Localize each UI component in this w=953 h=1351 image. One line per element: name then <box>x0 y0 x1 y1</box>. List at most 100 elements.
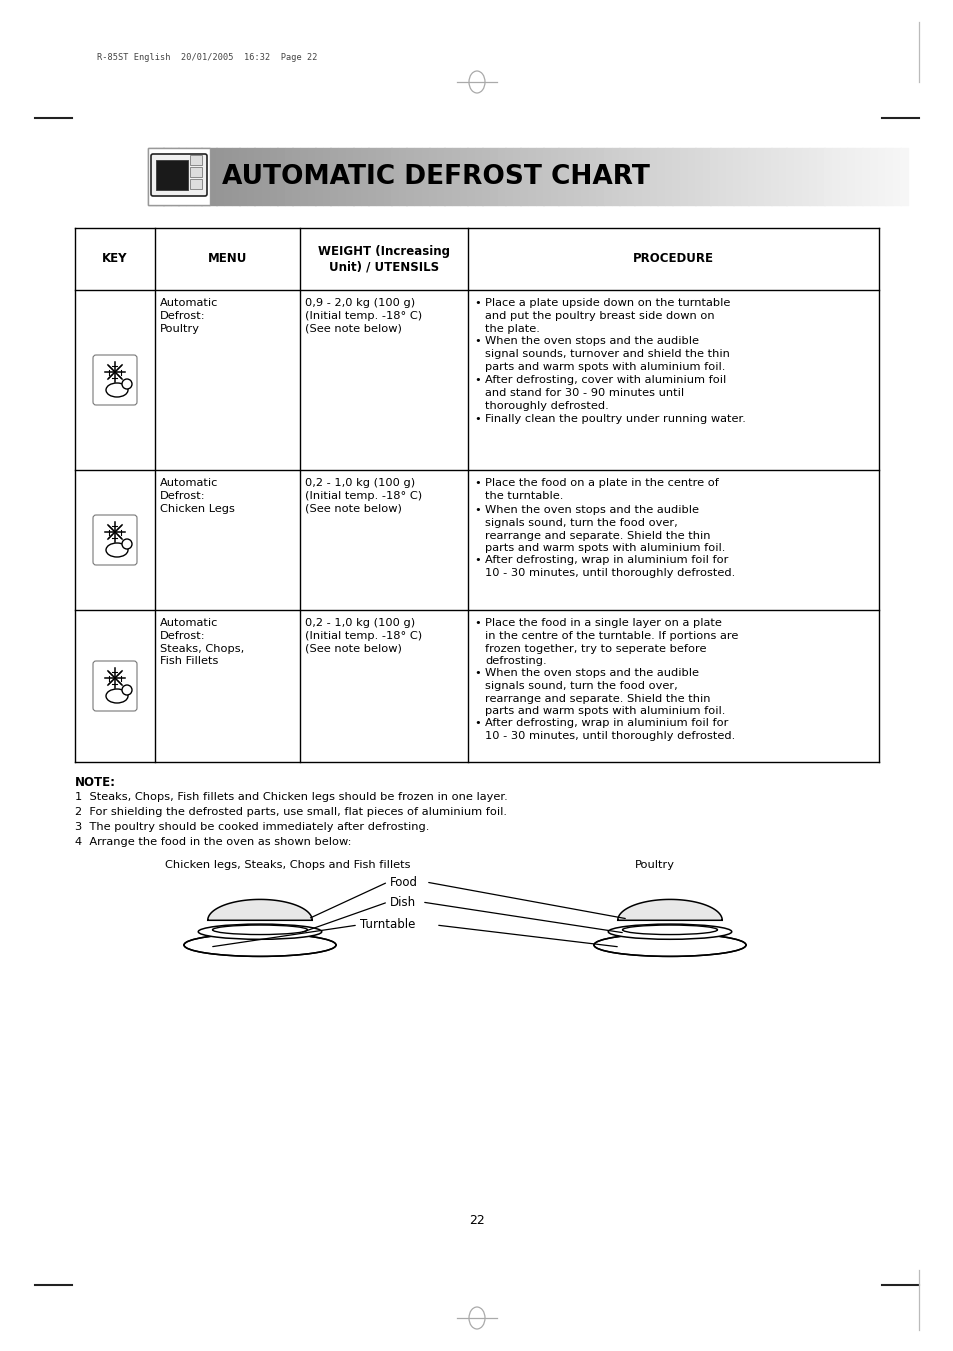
Bar <box>330 149 338 205</box>
Text: •: • <box>474 555 480 565</box>
Bar <box>421 149 429 205</box>
Bar <box>816 149 824 205</box>
Bar <box>322 149 331 205</box>
Bar <box>884 149 892 205</box>
Text: When the oven stops and the audible
signals sound, turn the food over,
rearrange: When the oven stops and the audible sign… <box>484 667 724 716</box>
Bar <box>429 149 436 205</box>
Polygon shape <box>618 900 721 920</box>
Text: •: • <box>474 717 480 728</box>
Text: Chicken legs, Steaks, Chops and Fish fillets: Chicken legs, Steaks, Chops and Fish fil… <box>165 861 410 870</box>
Bar <box>565 149 574 205</box>
Bar <box>232 149 239 205</box>
Bar <box>375 149 384 205</box>
Text: Place the food on a plate in the centre of
the turntable.: Place the food on a plate in the centre … <box>484 478 719 501</box>
Text: 4  Arrange the food in the oven as shown below:: 4 Arrange the food in the oven as shown … <box>75 838 351 847</box>
Bar <box>900 149 907 205</box>
Bar <box>163 149 172 205</box>
Bar <box>398 149 407 205</box>
Bar <box>527 149 536 205</box>
Bar <box>353 149 361 205</box>
Bar <box>679 149 687 205</box>
Bar <box>497 149 505 205</box>
Bar <box>299 149 308 205</box>
Ellipse shape <box>198 924 321 939</box>
Circle shape <box>122 539 132 549</box>
Bar <box>209 149 216 205</box>
Circle shape <box>122 380 132 389</box>
Bar <box>414 149 421 205</box>
Text: AUTOMATIC DEFROST CHART: AUTOMATIC DEFROST CHART <box>222 163 649 189</box>
Text: Food: Food <box>390 875 417 889</box>
Bar <box>831 149 840 205</box>
Bar <box>345 149 354 205</box>
Text: •: • <box>474 336 480 346</box>
Bar <box>292 149 300 205</box>
Text: 0,2 - 1,0 kg (100 g)
(Initial temp. -18° C)
(See note below): 0,2 - 1,0 kg (100 g) (Initial temp. -18°… <box>305 617 421 654</box>
Bar <box>580 149 589 205</box>
Bar <box>490 149 497 205</box>
Bar <box>862 149 869 205</box>
Bar <box>793 149 801 205</box>
Text: Dish: Dish <box>390 896 416 908</box>
Bar <box>285 149 293 205</box>
Bar <box>190 155 202 165</box>
Text: 22: 22 <box>469 1213 484 1227</box>
Text: R-85ST English  20/01/2005  16:32  Page 22: R-85ST English 20/01/2005 16:32 Page 22 <box>97 54 317 62</box>
Bar <box>383 149 392 205</box>
Text: 0,9 - 2,0 kg (100 g)
(Initial temp. -18° C)
(See note below): 0,9 - 2,0 kg (100 g) (Initial temp. -18°… <box>305 299 421 334</box>
Bar <box>178 149 186 205</box>
Ellipse shape <box>622 925 717 935</box>
Bar <box>785 149 794 205</box>
Bar <box>710 149 718 205</box>
Text: •: • <box>474 505 480 515</box>
Bar <box>854 149 862 205</box>
Ellipse shape <box>213 925 307 935</box>
Bar <box>535 149 543 205</box>
Polygon shape <box>208 900 312 920</box>
Text: After defrosting, wrap in aluminium foil for
10 - 30 minutes, until thoroughly d: After defrosting, wrap in aluminium foil… <box>484 555 735 578</box>
Bar <box>452 149 459 205</box>
Bar <box>839 149 847 205</box>
Bar <box>649 149 657 205</box>
Text: PROCEDURE: PROCEDURE <box>633 253 713 266</box>
Bar <box>360 149 369 205</box>
Bar <box>611 149 619 205</box>
Text: MENU: MENU <box>208 253 247 266</box>
Bar <box>444 149 452 205</box>
Text: Finally clean the poultry under running water.: Finally clean the poultry under running … <box>484 413 745 423</box>
Bar <box>808 149 817 205</box>
Text: After defrosting, wrap in aluminium foil for
10 - 30 minutes, until thoroughly d: After defrosting, wrap in aluminium foil… <box>484 717 735 740</box>
Text: Place the food in a single layer on a plate
in the centre of the turntable. If p: Place the food in a single layer on a pl… <box>484 617 738 666</box>
Text: When the oven stops and the audible
signal sounds, turnover and shield the thin
: When the oven stops and the audible sign… <box>484 336 729 372</box>
Bar <box>558 149 566 205</box>
Text: 2  For shielding the defrosted parts, use small, flat pieces of aluminium foil.: 2 For shielding the defrosted parts, use… <box>75 807 506 817</box>
Bar <box>740 149 748 205</box>
Bar <box>519 149 528 205</box>
Bar <box>718 149 725 205</box>
Bar <box>148 149 210 205</box>
FancyBboxPatch shape <box>92 355 137 405</box>
Text: Automatic
Defrost:
Chicken Legs: Automatic Defrost: Chicken Legs <box>160 478 234 513</box>
Text: •: • <box>474 299 480 308</box>
Bar <box>846 149 855 205</box>
Text: Place a plate upside down on the turntable
and put the poultry breast side down : Place a plate upside down on the turntab… <box>484 299 730 334</box>
Bar <box>702 149 710 205</box>
Bar <box>550 149 558 205</box>
Text: NOTE:: NOTE: <box>75 775 116 789</box>
Bar <box>588 149 597 205</box>
Bar <box>307 149 315 205</box>
Ellipse shape <box>594 934 745 957</box>
Bar <box>224 149 232 205</box>
Text: •: • <box>474 376 480 385</box>
FancyBboxPatch shape <box>92 661 137 711</box>
Bar <box>618 149 627 205</box>
Bar <box>505 149 513 205</box>
Bar <box>262 149 270 205</box>
Bar <box>247 149 254 205</box>
Bar <box>436 149 444 205</box>
Bar <box>823 149 832 205</box>
Text: •: • <box>474 478 480 488</box>
Bar <box>725 149 733 205</box>
Bar <box>475 149 482 205</box>
Text: Poultry: Poultry <box>635 861 675 870</box>
